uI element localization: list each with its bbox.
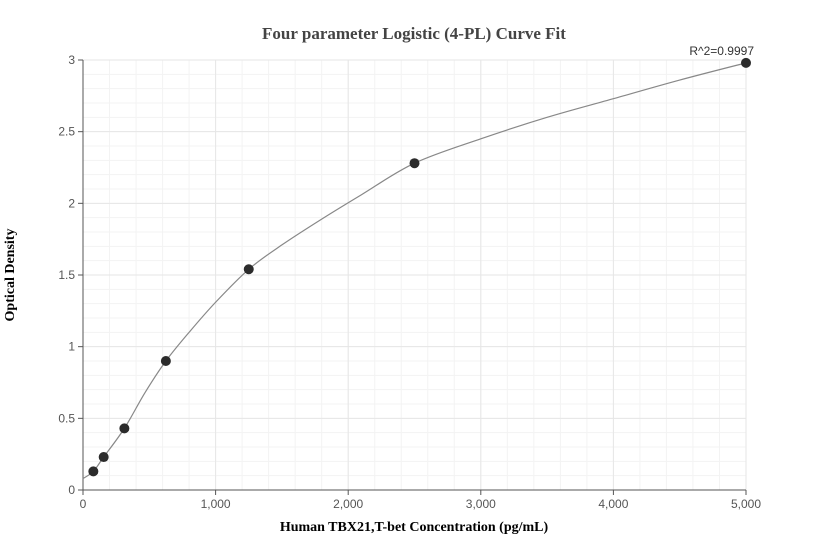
x-tick-label: 5,000 [731,497,761,511]
data-point [741,57,751,68]
data-point [243,264,254,275]
data-point [409,158,420,169]
y-tick-label: 0 [68,483,75,497]
data-point [160,356,171,366]
chart-title: Four parameter Logistic (4-PL) Curve Fit [262,24,566,43]
y-axis-title: Optical Density [3,229,18,322]
data-point [119,423,130,434]
x-tick-label: 0 [80,497,87,511]
x-tick-label: 4,000 [598,497,628,511]
x-tick-label: 3,000 [466,497,496,511]
x-axis-title: Human TBX21,T-bet Concentration (pg/mL) [280,520,549,535]
x-axis-ticks: 0 1,000 2,000 3,000 4,000 5,000 [80,490,761,511]
data-point [88,466,99,477]
y-tick-label: 1 [68,340,75,354]
y-tick-label: 0.5 [58,411,75,425]
y-axis-ticks: 0 0.5 1 1.5 2 2.5 3 [58,53,83,497]
y-tick-label: 2.5 [58,125,75,139]
y-tick-label: 2 [68,196,75,210]
x-tick-label: 2,000 [333,497,363,511]
data-points [88,57,751,477]
y-tick-label: 1.5 [58,268,75,282]
r-squared-annotation: R^2=0.9997 [689,44,754,58]
x-tick-label: 1,000 [201,497,231,511]
data-point [98,452,109,463]
y-tick-label: 3 [68,53,75,67]
